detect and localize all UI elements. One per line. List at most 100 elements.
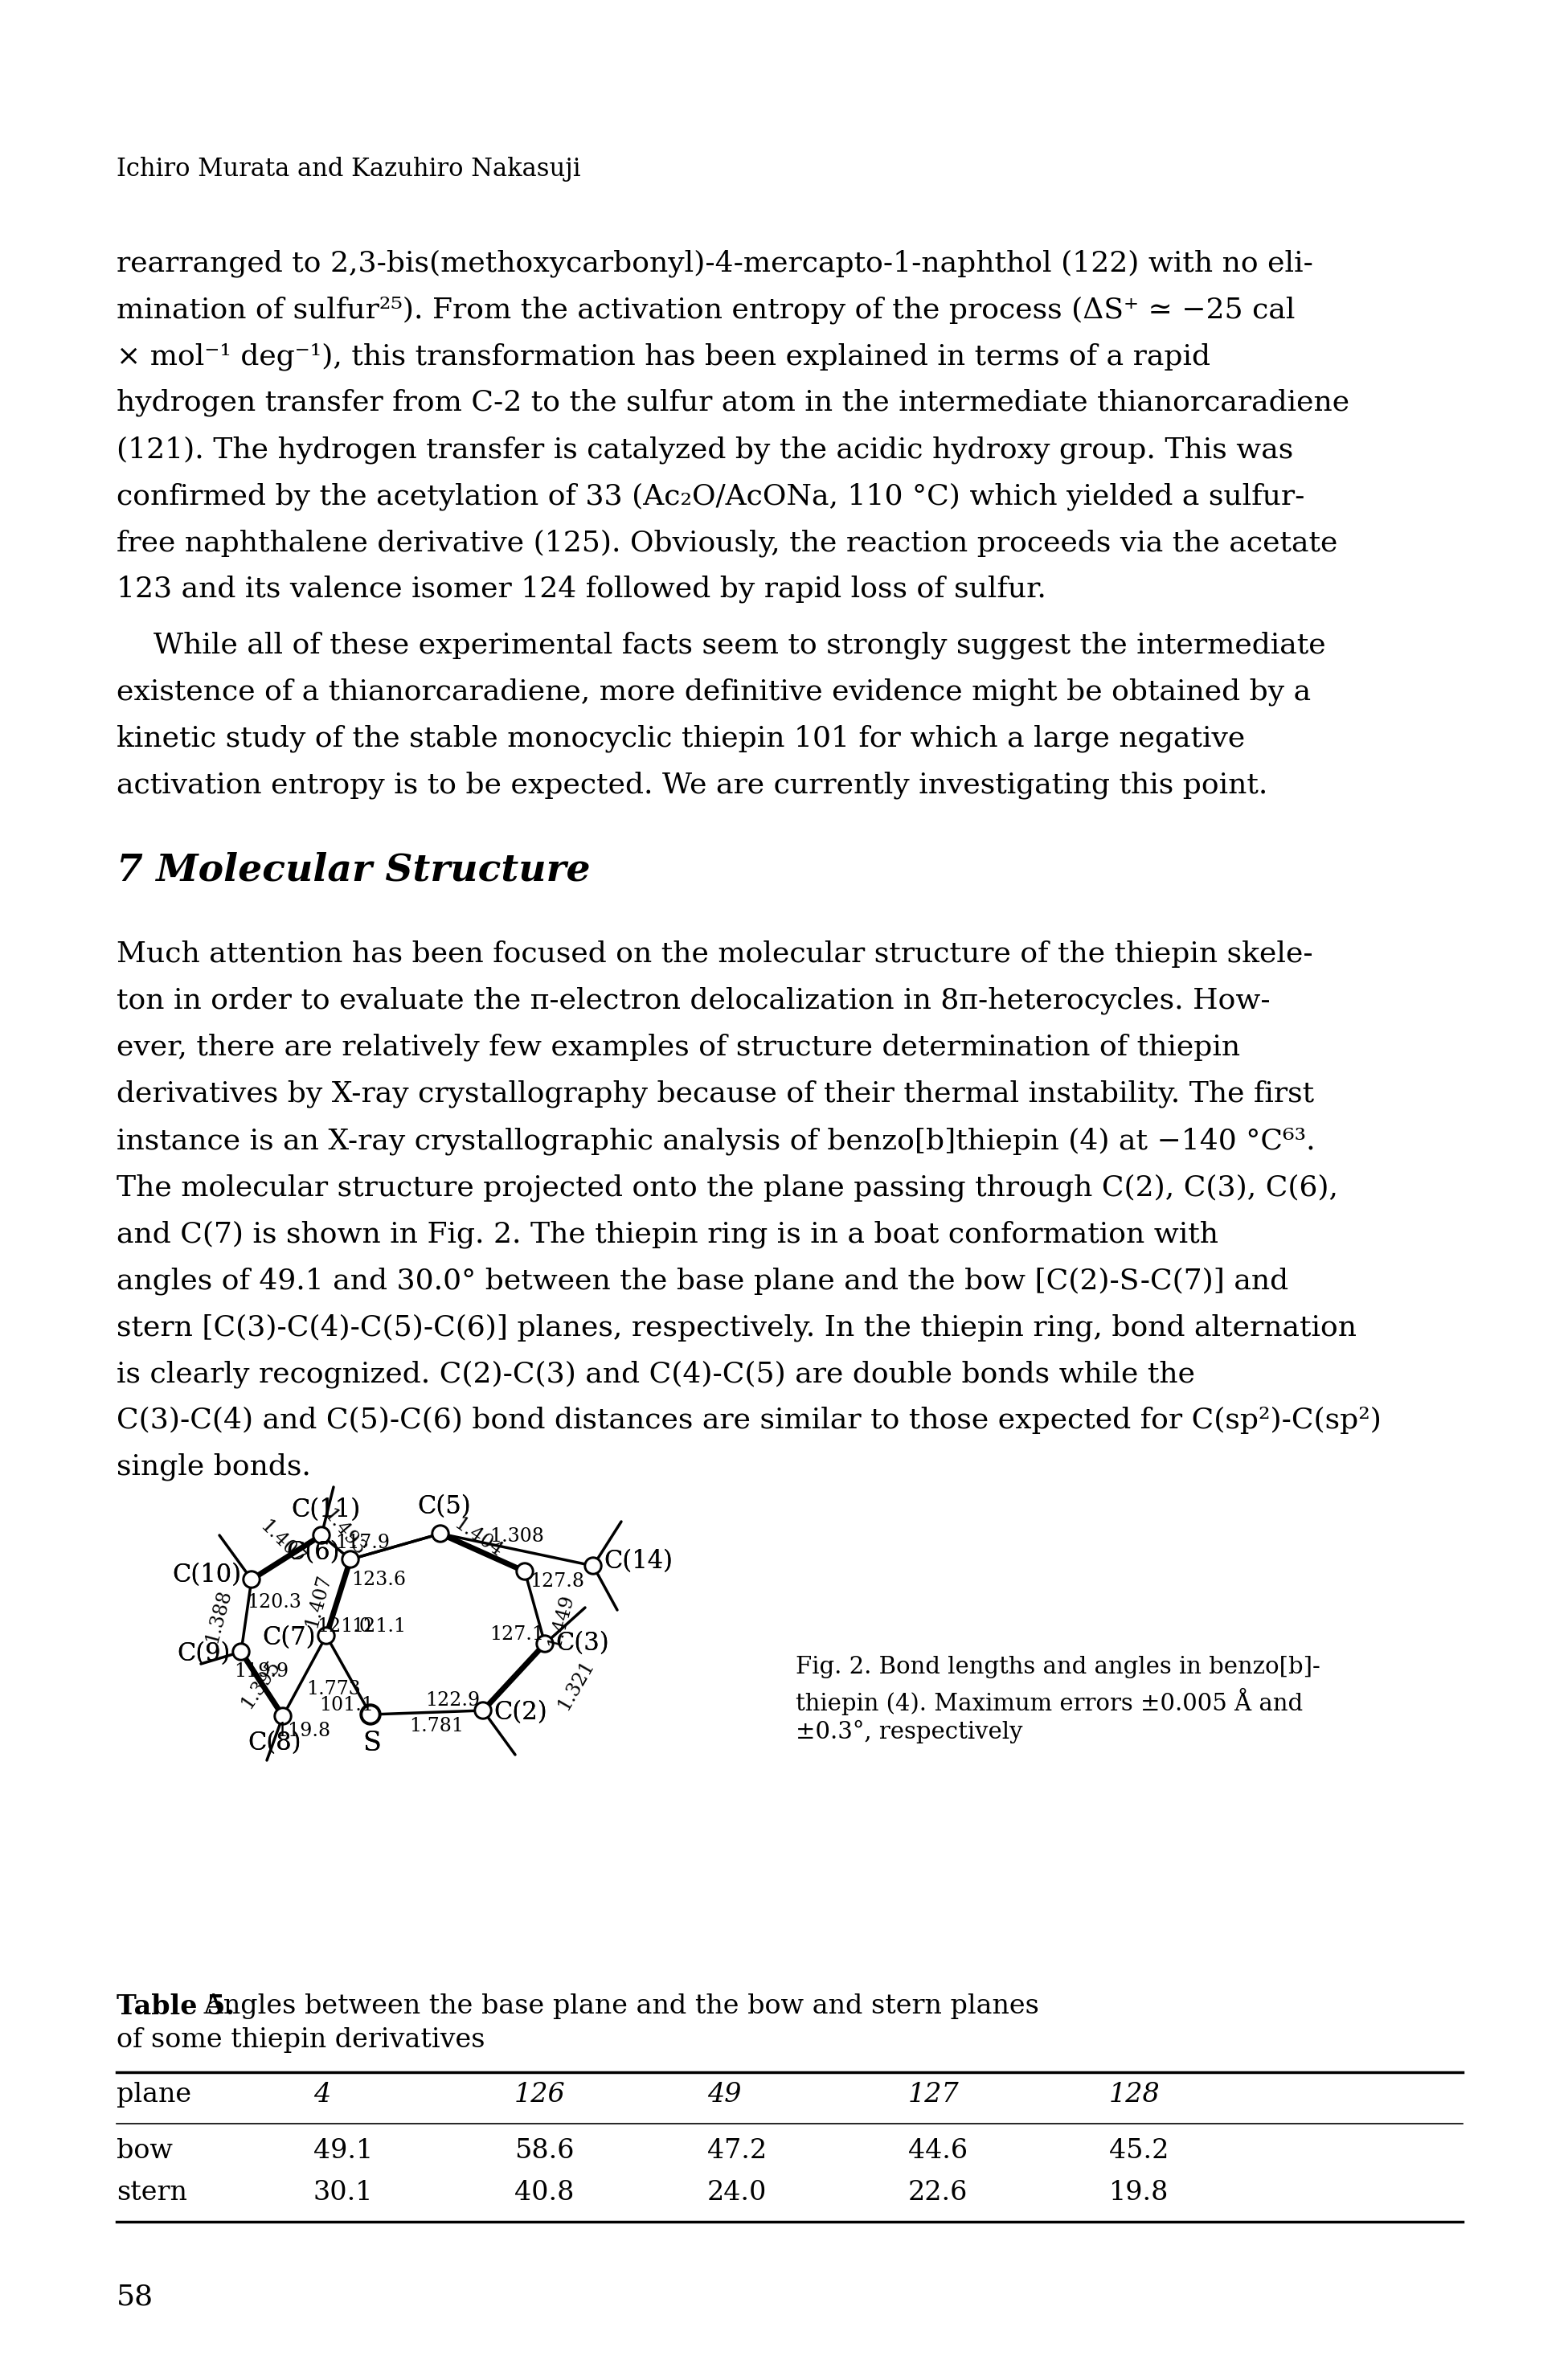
- Circle shape: [585, 1558, 602, 1575]
- Text: 119.8: 119.8: [276, 1722, 331, 1740]
- Text: 49: 49: [707, 2081, 742, 2108]
- Text: Much attention has been focused on the molecular structure of the thiepin skele-: Much attention has been focused on the m…: [116, 940, 1312, 969]
- Circle shape: [245, 1572, 259, 1587]
- Text: 121.1: 121.1: [351, 1617, 406, 1636]
- Text: 58: 58: [116, 2283, 154, 2311]
- Text: 126: 126: [514, 2081, 566, 2108]
- Text: 120.3: 120.3: [246, 1594, 301, 1610]
- Text: 127.8: 127.8: [530, 1572, 585, 1591]
- Text: C(14): C(14): [604, 1549, 673, 1575]
- Circle shape: [235, 1646, 248, 1658]
- Circle shape: [317, 1627, 336, 1646]
- Text: 1.493: 1.493: [320, 1506, 368, 1561]
- Circle shape: [538, 1636, 552, 1650]
- Circle shape: [343, 1553, 358, 1565]
- Text: hydrogen transfer from C-2 to the sulfur atom in the intermediate thianorcaradie: hydrogen transfer from C-2 to the sulfur…: [116, 388, 1350, 417]
- Text: existence of a thianorcaradiene, more definitive evidence might be obtained by a: existence of a thianorcaradiene, more de…: [116, 677, 1311, 706]
- Text: 19.8: 19.8: [1109, 2181, 1168, 2205]
- Text: C(11): C(11): [292, 1497, 361, 1523]
- Circle shape: [243, 1570, 260, 1589]
- Text: 1.308: 1.308: [489, 1527, 544, 1546]
- Circle shape: [364, 1707, 378, 1722]
- Text: While all of these experimental facts seem to strongly suggest the intermediate: While all of these experimental facts se…: [116, 632, 1327, 661]
- Circle shape: [431, 1525, 450, 1542]
- Circle shape: [276, 1710, 290, 1722]
- Text: C(6): C(6): [287, 1542, 340, 1565]
- Text: C(8): C(8): [248, 1731, 301, 1755]
- Circle shape: [586, 1561, 599, 1572]
- Text: Table 5.: Table 5.: [116, 1994, 235, 2020]
- Text: 121.0: 121.0: [317, 1617, 372, 1636]
- Text: stern: stern: [116, 2181, 187, 2205]
- Text: 1.395: 1.395: [237, 1655, 284, 1712]
- Text: C(6): C(6): [287, 1542, 340, 1565]
- Circle shape: [342, 1551, 359, 1568]
- Text: Ichiro Murata and Kazuhiro Nakasuji: Ichiro Murata and Kazuhiro Nakasuji: [116, 156, 580, 182]
- Text: 122.9: 122.9: [425, 1691, 480, 1710]
- Text: C(3): C(3): [555, 1632, 608, 1655]
- Text: angles of 49.1 and 30.0° between the base plane and the bow [C(2)-S-C(7)] and: angles of 49.1 and 30.0° between the bas…: [116, 1267, 1289, 1295]
- Text: 101.1: 101.1: [318, 1695, 373, 1714]
- Text: ton in order to evaluate the π-electron delocalization in 8π-heterocycles. How-: ton in order to evaluate the π-electron …: [116, 987, 1270, 1016]
- Circle shape: [274, 1707, 292, 1724]
- Circle shape: [477, 1705, 489, 1717]
- Text: C(9): C(9): [177, 1641, 230, 1667]
- Text: C(11): C(11): [292, 1497, 361, 1523]
- Text: 1.773: 1.773: [306, 1681, 361, 1698]
- Text: 117.9: 117.9: [336, 1534, 390, 1553]
- Text: 127: 127: [908, 2081, 960, 2108]
- Circle shape: [536, 1634, 554, 1653]
- Text: S: S: [362, 1731, 381, 1757]
- Text: 1.407: 1.407: [256, 1516, 307, 1568]
- Text: activation entropy is to be expected. We are currently investigating this point.: activation entropy is to be expected. We…: [116, 772, 1267, 800]
- Circle shape: [519, 1565, 532, 1577]
- Text: C(10): C(10): [172, 1563, 241, 1589]
- Circle shape: [361, 1705, 381, 1724]
- Text: Angles between the base plane and the bow and stern planes: Angles between the base plane and the bo…: [196, 1994, 1040, 2020]
- Text: instance is an X-ray crystallographic analysis of benzo[b]thiepin (4) at −140 °C: instance is an X-ray crystallographic an…: [116, 1127, 1316, 1156]
- Text: C(2): C(2): [494, 1700, 547, 1726]
- Text: ever, there are relatively few examples of structure determination of thiepin: ever, there are relatively few examples …: [116, 1035, 1240, 1061]
- Text: confirmed by the acetylation of 33 (Ac₂O/AcONa, 110 °C) which yielded a sulfur-: confirmed by the acetylation of 33 (Ac₂O…: [116, 483, 1305, 509]
- Text: C(10): C(10): [172, 1563, 241, 1589]
- Text: is clearly recognized. C(2)-C(3) and C(4)-C(5) are double bonds while the: is clearly recognized. C(2)-C(3) and C(4…: [116, 1359, 1195, 1388]
- Text: 49.1: 49.1: [314, 2138, 373, 2164]
- Text: 24.0: 24.0: [707, 2181, 767, 2205]
- Text: C(7): C(7): [262, 1627, 315, 1650]
- Text: of some thiepin derivatives: of some thiepin derivatives: [116, 2027, 485, 2053]
- Text: (121). The hydrogen transfer is catalyzed by the acidic hydroxy group. This was: (121). The hydrogen transfer is catalyze…: [116, 436, 1294, 464]
- Text: C(14): C(14): [604, 1549, 673, 1575]
- Text: free naphthalene derivative (125). Obviously, the reaction proceeds via the acet: free naphthalene derivative (125). Obvio…: [116, 528, 1338, 556]
- Text: The molecular structure projected onto the plane passing through C(2), C(3), C(6: The molecular structure projected onto t…: [116, 1175, 1338, 1201]
- Text: 119.9: 119.9: [234, 1662, 289, 1681]
- Text: 1.407: 1.407: [303, 1572, 334, 1629]
- Text: 30.1: 30.1: [314, 2181, 373, 2205]
- Text: 123.6: 123.6: [351, 1570, 406, 1589]
- Circle shape: [516, 1563, 533, 1579]
- Text: derivatives by X-ray crystallography because of their thermal instability. The f: derivatives by X-ray crystallography bec…: [116, 1080, 1314, 1108]
- Circle shape: [434, 1527, 447, 1539]
- Text: C(9): C(9): [177, 1641, 230, 1667]
- Text: 22.6: 22.6: [908, 2181, 967, 2205]
- Text: mination of sulfur²⁵). From the activation entropy of the process (ΔS⁺ ≃ −25 cal: mination of sulfur²⁵). From the activati…: [116, 296, 1295, 324]
- Text: single bonds.: single bonds.: [116, 1454, 310, 1480]
- Circle shape: [474, 1703, 492, 1719]
- Text: Fig. 2. Bond lengths and angles in benzo[b]-: Fig. 2. Bond lengths and angles in benzo…: [795, 1655, 1320, 1679]
- Text: S: S: [362, 1731, 381, 1757]
- Text: 128: 128: [1109, 2081, 1160, 2108]
- Circle shape: [315, 1530, 328, 1542]
- Text: C(3): C(3): [555, 1632, 608, 1655]
- Text: bow: bow: [116, 2138, 172, 2164]
- Text: C(7): C(7): [262, 1627, 315, 1650]
- Text: 47.2: 47.2: [707, 2138, 767, 2164]
- Text: 1.781: 1.781: [409, 1717, 464, 1736]
- Text: stern [C(3)-C(4)-C(5)-C(6)] planes, respectively. In the thiepin ring, bond alte: stern [C(3)-C(4)-C(5)-C(6)] planes, resp…: [116, 1314, 1356, 1340]
- Text: 127.1: 127.1: [489, 1624, 544, 1643]
- Text: 1.388: 1.388: [202, 1587, 235, 1643]
- Text: × mol⁻¹ deg⁻¹), this transformation has been explained in terms of a rapid: × mol⁻¹ deg⁻¹), this transformation has …: [116, 343, 1210, 369]
- Text: 44.6: 44.6: [908, 2138, 967, 2164]
- Text: 7 Molecular Structure: 7 Molecular Structure: [116, 852, 591, 888]
- Text: rearranged to 2,3-bis(methoxycarbonyl)-4-mercapto-1-naphthol (122) with no eli-: rearranged to 2,3-bis(methoxycarbonyl)-4…: [116, 249, 1312, 277]
- Text: 1.449: 1.449: [546, 1591, 577, 1648]
- Text: 1.404: 1.404: [450, 1516, 506, 1561]
